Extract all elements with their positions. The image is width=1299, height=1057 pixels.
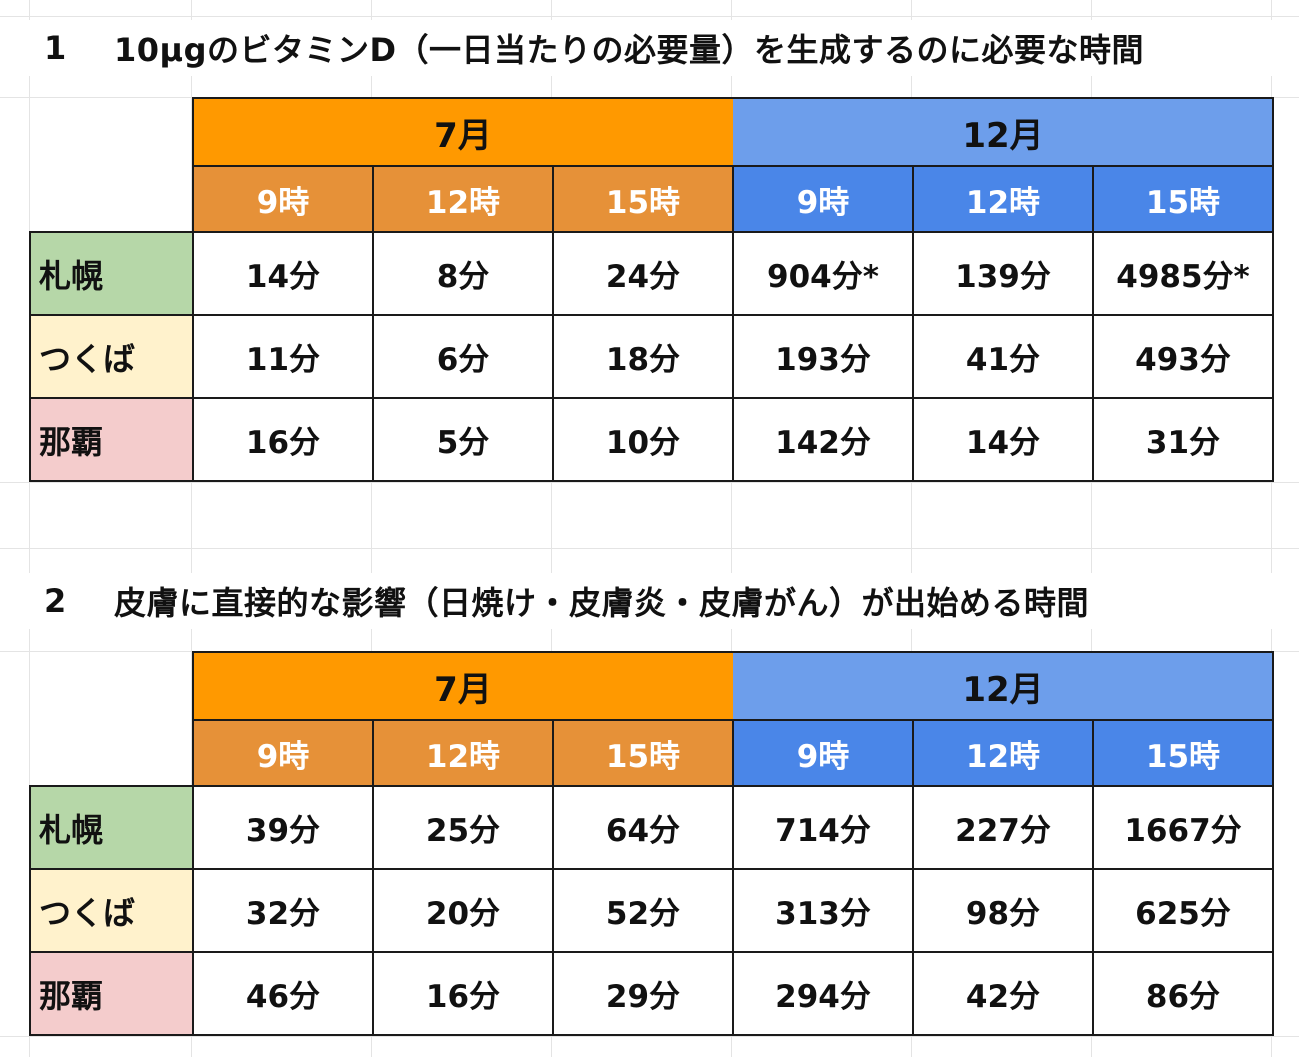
value-cell: 1667分	[1092, 785, 1274, 870]
value-cell: 493分	[1092, 314, 1274, 399]
value-cell: 98分	[912, 868, 1094, 953]
hour-header-row: 9時 12時 15時 9時 12時 15時	[30, 719, 1274, 787]
value-cell: 52分	[552, 868, 734, 953]
value-cell: 41分	[912, 314, 1094, 399]
month-header-row: 7月 12月	[30, 651, 1274, 720]
hour-header: 12時	[372, 165, 554, 233]
city-label: 札幌	[29, 785, 194, 870]
value-cell: 25分	[372, 785, 554, 870]
hour-header: 9時	[192, 165, 374, 233]
value-cell: 14分	[192, 231, 374, 316]
value-cell: 10分	[552, 397, 734, 482]
value-cell: 16分	[192, 397, 374, 482]
table-row: 札幌 14分 8分 24分 904分* 139分 4985分*	[29, 231, 1274, 316]
value-cell: 142分	[732, 397, 914, 482]
table-row: 札幌 39分 25分 64分 714分 227分 1667分	[29, 785, 1274, 870]
section-2-heading: 皮膚に直接的な影響（日焼け・皮膚炎・皮膚がん）が出始める時間	[114, 584, 1090, 622]
city-label: 那覇	[29, 951, 194, 1036]
hour-header: 9時	[732, 719, 914, 787]
value-cell: 16分	[372, 951, 554, 1036]
table-row: つくば 32分 20分 52分 313分 98分 625分	[29, 868, 1274, 953]
hour-header: 15時	[552, 165, 734, 233]
month-july-label: 7月	[373, 651, 553, 720]
value-cell: 18分	[552, 314, 734, 399]
value-cell: 4985分*	[1092, 231, 1274, 316]
month-december-cell	[733, 651, 913, 720]
value-cell: 86分	[1092, 951, 1274, 1036]
value-cell: 11分	[192, 314, 374, 399]
month-december-cell	[733, 97, 913, 166]
value-cell: 193分	[732, 314, 914, 399]
corner-cell	[30, 652, 193, 720]
value-cell: 64分	[552, 785, 734, 870]
section-1-title: 1 10μgのビタミンD（一日当たりの必要量）を生成するのに必要な時間	[0, 20, 1299, 76]
corner-cell	[30, 720, 193, 786]
hour-header: 15時	[1092, 719, 1274, 787]
city-label: つくば	[29, 868, 194, 953]
month-december-label: 12月	[913, 651, 1093, 720]
value-cell: 31分	[1092, 397, 1274, 482]
month-header-row: 7月 12月	[30, 97, 1274, 166]
value-cell: 294分	[732, 951, 914, 1036]
month-july-cell	[553, 97, 733, 166]
value-cell: 42分	[912, 951, 1094, 1036]
hour-header: 12時	[372, 719, 554, 787]
month-december-label: 12月	[913, 97, 1093, 166]
skin-effect-table: 7月 12月 9時 12時 15時 9時 12時 15時 札幌 39分 25分 …	[29, 651, 1274, 1036]
value-cell: 313分	[732, 868, 914, 953]
value-cell: 24分	[552, 231, 734, 316]
city-label: 札幌	[29, 231, 194, 316]
month-december-cell	[1093, 97, 1274, 166]
hour-header: 9時	[192, 719, 374, 787]
section-1-number: 1	[44, 29, 67, 67]
value-cell: 39分	[192, 785, 374, 870]
value-cell: 20分	[372, 868, 554, 953]
month-july-cell	[553, 651, 733, 720]
value-cell: 32分	[192, 868, 374, 953]
city-label: つくば	[29, 314, 194, 399]
hour-header: 12時	[912, 719, 1094, 787]
hour-header: 9時	[732, 165, 914, 233]
hour-header-row: 9時 12時 15時 9時 12時 15時	[30, 165, 1274, 233]
value-cell: 625分	[1092, 868, 1274, 953]
hour-header: 15時	[552, 719, 734, 787]
corner-cell	[30, 166, 193, 232]
month-july-label: 7月	[373, 97, 553, 166]
month-december-cell	[1093, 651, 1274, 720]
table-row: 那覇 46分 16分 29分 294分 42分 86分	[29, 951, 1274, 1036]
vitamin-d-table: 7月 12月 9時 12時 15時 9時 12時 15時 札幌 14分 8分 2…	[29, 97, 1274, 482]
month-july-cell	[192, 97, 373, 166]
table-row: つくば 11分 6分 18分 193分 41分 493分	[29, 314, 1274, 399]
corner-cell	[30, 98, 193, 166]
section-1-heading: 10μgのビタミンD（一日当たりの必要量）を生成するのに必要な時間	[114, 31, 1145, 69]
value-cell: 139分	[912, 231, 1094, 316]
value-cell: 904分*	[732, 231, 914, 316]
value-cell: 6分	[372, 314, 554, 399]
value-cell: 227分	[912, 785, 1094, 870]
city-label: 那覇	[29, 397, 194, 482]
value-cell: 714分	[732, 785, 914, 870]
value-cell: 8分	[372, 231, 554, 316]
section-2-number: 2	[44, 582, 67, 620]
hour-header: 15時	[1092, 165, 1274, 233]
section-2-title: 2 皮膚に直接的な影響（日焼け・皮膚炎・皮膚がん）が出始める時間	[0, 573, 1299, 629]
hour-header: 12時	[912, 165, 1094, 233]
value-cell: 46分	[192, 951, 374, 1036]
table-row: 那覇 16分 5分 10分 142分 14分 31分	[29, 397, 1274, 482]
month-july-cell	[192, 651, 373, 720]
value-cell: 29分	[552, 951, 734, 1036]
value-cell: 5分	[372, 397, 554, 482]
value-cell: 14分	[912, 397, 1094, 482]
